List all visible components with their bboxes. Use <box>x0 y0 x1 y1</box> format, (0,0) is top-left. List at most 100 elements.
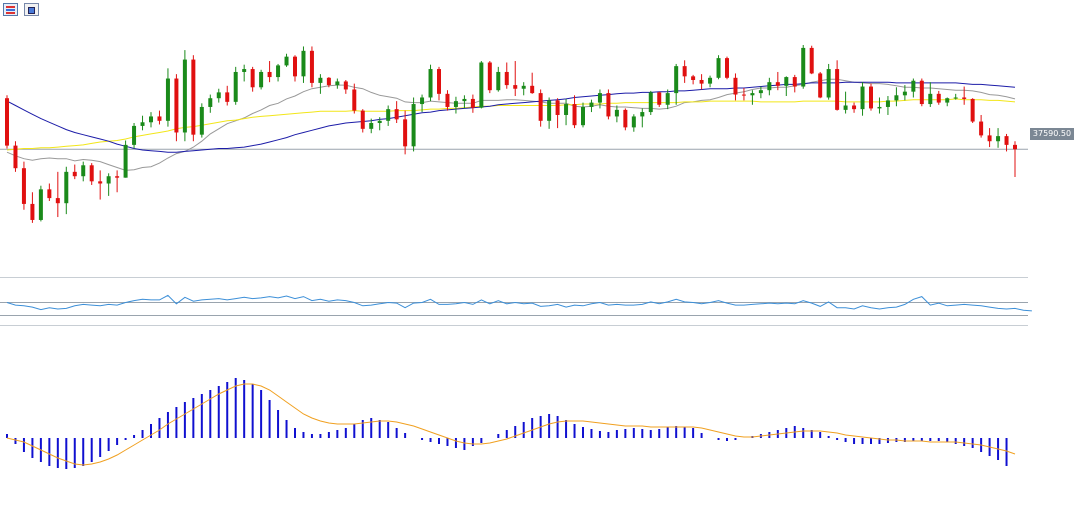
candle-body <box>420 97 425 105</box>
candle-body <box>775 82 780 86</box>
candle-body <box>132 125 137 145</box>
candle-body <box>953 97 958 99</box>
candle-body <box>462 98 467 102</box>
candle-body <box>496 71 501 91</box>
candle-body <box>970 98 975 122</box>
candle-body <box>657 92 662 105</box>
candle-body <box>106 176 111 184</box>
candle-body <box>792 77 797 87</box>
candle-body <box>614 109 619 117</box>
chart-window-icon[interactable] <box>24 3 39 16</box>
candle-body <box>1004 136 1009 145</box>
candle-body <box>894 95 899 101</box>
candle-body <box>996 136 1001 142</box>
candle-body <box>758 90 763 94</box>
candle-body <box>411 104 416 147</box>
candle-body <box>606 93 611 117</box>
candle-body <box>149 116 153 123</box>
candle-body <box>699 79 704 84</box>
candle-body <box>547 100 552 121</box>
moving-average-3 <box>6 81 1016 153</box>
candle-body <box>216 92 221 99</box>
candle-body <box>716 58 721 78</box>
candle-body <box>123 144 128 178</box>
candle-body <box>276 65 281 78</box>
candle-body <box>665 93 670 105</box>
candle-body <box>640 112 645 117</box>
candle-body <box>674 66 679 94</box>
candle-body <box>818 73 823 98</box>
candle-body <box>293 56 297 77</box>
candle-body <box>835 69 840 110</box>
candle-body <box>589 102 594 107</box>
chart-list-icon[interactable] <box>3 3 18 16</box>
candle-body <box>623 109 628 128</box>
oscillator-panel <box>0 277 1032 326</box>
candle-body <box>174 78 179 133</box>
candle-body <box>64 171 69 204</box>
candle-body <box>72 171 77 177</box>
candle-body <box>979 121 984 136</box>
candle-body <box>691 76 696 80</box>
candle-body <box>750 93 755 96</box>
candle-body <box>89 165 94 182</box>
candle-body <box>809 47 814 74</box>
candle-body <box>767 82 772 91</box>
candle-body <box>521 85 526 89</box>
candle-body <box>157 116 162 121</box>
histogram-signal-line <box>6 383 1016 466</box>
candle-body <box>564 104 569 115</box>
candle-body <box>13 145 18 169</box>
candle-body <box>250 69 255 88</box>
candle-body <box>962 97 967 99</box>
candle-body <box>30 203 35 220</box>
candle-body <box>708 77 713 84</box>
candle-body <box>55 198 60 204</box>
candle-body <box>437 69 441 94</box>
price-panel <box>0 44 1028 223</box>
candle-body <box>242 69 247 72</box>
candle-body <box>725 58 729 78</box>
candle-body <box>919 80 924 105</box>
candle-body <box>784 77 789 86</box>
candle-body <box>843 105 848 110</box>
candle-body <box>801 47 806 87</box>
candle-body <box>479 62 484 108</box>
candle-body <box>902 91 907 96</box>
candle-body <box>826 69 831 98</box>
candle-body <box>928 93 933 105</box>
candle-body <box>987 135 992 142</box>
candle-body <box>182 59 187 133</box>
candle-body <box>885 100 890 107</box>
candle-body <box>936 93 941 103</box>
candle-body <box>860 86 865 110</box>
candle-body <box>140 122 145 126</box>
candle-body <box>318 77 323 83</box>
candle-body <box>470 98 475 108</box>
candle-body <box>487 62 492 91</box>
candle-body <box>741 94 746 96</box>
candle-body <box>191 59 196 135</box>
candle-body <box>538 93 543 121</box>
candle-body <box>81 165 86 177</box>
candle-body <box>403 119 408 147</box>
candle-body <box>504 71 509 86</box>
candle-body <box>225 92 230 102</box>
candle-body <box>597 93 602 103</box>
oscillator-line <box>6 294 1032 312</box>
candle-body <box>911 80 916 92</box>
candle-body <box>453 101 458 107</box>
candle-body <box>259 71 264 88</box>
candle-body <box>682 66 687 77</box>
candle-body <box>233 71 238 102</box>
candle-body <box>631 116 636 128</box>
candle-body <box>648 92 653 113</box>
candle-body <box>360 110 365 129</box>
candle-body <box>352 89 357 111</box>
candle-body <box>852 105 857 110</box>
histogram-panel <box>6 378 1016 469</box>
candle-body <box>945 98 950 103</box>
candle-body <box>428 69 433 98</box>
